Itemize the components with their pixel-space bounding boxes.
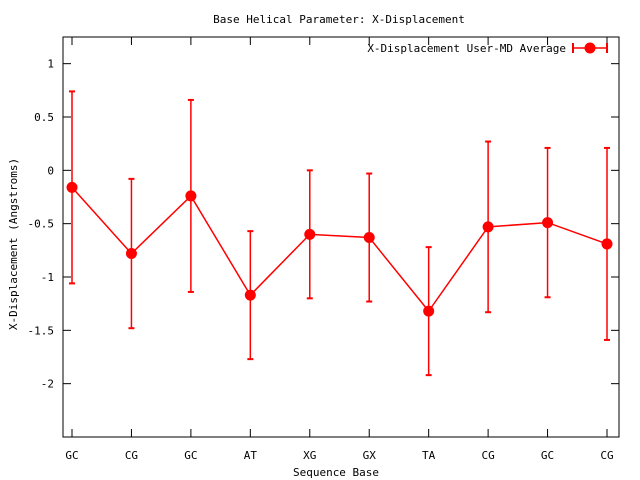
x-tick-label: CG	[125, 449, 138, 462]
data-point	[125, 248, 137, 260]
data-point	[363, 232, 375, 244]
data-point	[423, 305, 435, 317]
x-tick-label: TA	[422, 449, 436, 462]
series-line	[71, 186, 608, 313]
data-point	[601, 238, 613, 250]
y-axis-label: X-Displacement (Angstroms)	[7, 158, 20, 330]
series-layer	[66, 90, 613, 377]
x-tick-label: GC	[65, 449, 78, 462]
x-axis-label: Sequence Base	[293, 466, 379, 479]
data-point	[482, 221, 494, 233]
data-point	[66, 181, 78, 193]
y-tick-label: 1	[47, 58, 54, 71]
data-point	[185, 190, 197, 202]
x-tick-label: GX	[363, 449, 377, 462]
y-tick-label: 0.5	[34, 111, 54, 124]
x-tick-label: AT	[244, 449, 258, 462]
legend-marker	[584, 42, 596, 54]
x-tick-label: GC	[541, 449, 554, 462]
x-tick-label: GC	[184, 449, 197, 462]
y-tick-label: -1	[41, 271, 54, 284]
data-point	[244, 289, 256, 301]
y-tick-label: 0	[47, 164, 54, 177]
plot-frame	[62, 36, 620, 438]
x-axis: GC CG GC AT XG GX TA CG GC CG	[65, 37, 614, 462]
y-tick-label: -1.5	[28, 324, 55, 337]
x-tick-label: CG	[481, 449, 494, 462]
x-tick-label: CG	[600, 449, 613, 462]
legend-label: X-Displacement User-MD Average	[367, 42, 566, 55]
chart-title: Base Helical Parameter: X-Displacement	[213, 13, 465, 26]
legend: X-Displacement User-MD Average	[367, 42, 608, 55]
x-tick-label: XG	[303, 449, 316, 462]
y-tick-label: -2	[41, 378, 54, 391]
y-tick-label: -0.5	[28, 218, 55, 231]
y-axis: 1 0.5 0 -0.5 -1 -1.5 -2	[28, 58, 619, 391]
data-point	[304, 228, 316, 240]
data-point	[542, 217, 554, 229]
